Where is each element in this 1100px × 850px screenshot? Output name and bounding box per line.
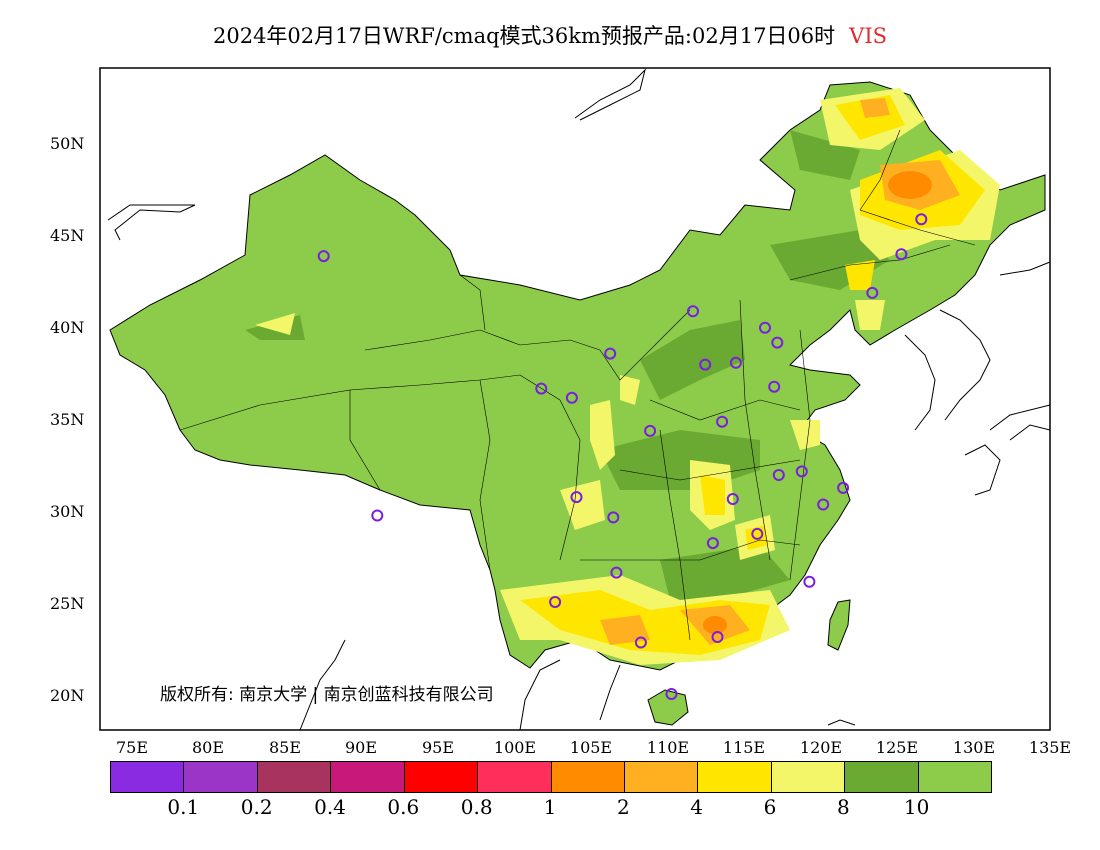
station-marker — [837, 481, 850, 494]
station-marker — [768, 380, 781, 393]
lon-label: 90E — [344, 738, 378, 757]
province-borders — [179, 129, 976, 641]
station-marker — [751, 527, 764, 540]
lon-label: 85E — [268, 738, 302, 757]
lat-label: 20N — [50, 686, 85, 705]
legend-swatch — [845, 762, 919, 792]
legend-swatch — [184, 762, 258, 792]
station-marker — [610, 566, 623, 579]
china-visibility-field — [109, 81, 1046, 726]
station-marker — [706, 537, 719, 550]
color-legend — [110, 761, 992, 793]
lon-label: 100E — [493, 738, 537, 757]
legend-label: 1 — [543, 795, 557, 819]
station-marker — [607, 511, 620, 524]
station-marker — [817, 498, 830, 511]
station-marker — [729, 356, 742, 369]
legend-label: 4 — [690, 795, 704, 819]
lon-label: 95E — [421, 738, 455, 757]
station-marker — [895, 248, 908, 261]
station-marker — [371, 509, 384, 522]
legend-label: 0.4 — [314, 795, 346, 819]
station-marker — [549, 596, 562, 608]
station-marker — [772, 469, 785, 481]
station-marker — [665, 688, 678, 700]
lon-label: 105E — [569, 738, 613, 757]
station-marker — [687, 305, 699, 318]
station-marker — [604, 347, 617, 360]
variable-name: VIS — [849, 24, 888, 48]
station-marker — [795, 465, 808, 478]
legend-label: 0.8 — [460, 795, 493, 819]
lat-label: 40N — [50, 318, 85, 337]
station-marker — [535, 382, 548, 395]
lon-label: 130E — [952, 738, 996, 757]
legend-swatch — [551, 762, 625, 792]
lat-label: 50N — [50, 134, 85, 153]
station-marker — [803, 575, 816, 588]
station-marker — [726, 493, 739, 505]
lon-label: 110E — [646, 738, 690, 757]
legend-swatch — [257, 762, 332, 792]
legend-label: 10 — [903, 795, 930, 819]
legend-label: 0.1 — [167, 795, 200, 819]
station-markers — [317, 213, 928, 700]
legend-label: 0.2 — [240, 795, 273, 819]
legend-swatch — [331, 762, 405, 792]
legend-swatch — [698, 762, 772, 792]
lon-label: 120E — [799, 738, 843, 757]
band-1-2km — [703, 171, 932, 634]
lon-label: 125E — [875, 738, 919, 757]
station-marker — [634, 636, 647, 649]
lon-label: 75E — [115, 738, 149, 757]
legend-swatch — [771, 762, 846, 792]
legend-label: 6 — [763, 795, 777, 819]
station-marker — [565, 391, 578, 404]
legend-swatch — [918, 762, 992, 792]
station-marker — [570, 491, 583, 504]
station-marker — [716, 415, 729, 428]
station-marker — [317, 250, 330, 263]
station-marker — [915, 213, 928, 226]
station-marker — [699, 358, 712, 371]
lat-label: 45N — [50, 226, 85, 245]
neighbor-coastlines — [107, 68, 1051, 731]
taiwan-island — [827, 599, 851, 651]
legend-swatch — [404, 762, 479, 792]
legend-swatch — [624, 762, 699, 792]
station-marker — [759, 321, 771, 334]
lon-label: 80E — [191, 738, 225, 757]
legend-swatch — [111, 762, 185, 792]
hainan-island — [647, 689, 689, 726]
lat-label: 35N — [50, 410, 85, 429]
title-text: 2024年02月17日WRF/cmaq模式36km预报产品:02月17日06时 — [212, 24, 836, 48]
legend-label: 0.6 — [387, 795, 420, 819]
lon-label: 115E — [722, 738, 766, 757]
legend-label: 8 — [836, 795, 850, 819]
station-marker — [711, 631, 724, 643]
lat-label: 25N — [50, 594, 85, 613]
copyright-note: 版权所有: 南京大学 | 南京创蓝科技有限公司 — [160, 685, 494, 705]
legend-swatch — [478, 762, 552, 792]
station-marker — [644, 424, 657, 437]
station-marker — [771, 336, 784, 349]
lat-label: 30N — [50, 502, 85, 521]
station-marker — [866, 286, 879, 299]
legend-label: 2 — [616, 795, 630, 819]
map-title: 2024年02月17日WRF/cmaq模式36km预报产品:02月17日06时 V… — [0, 20, 1100, 50]
lon-label: 135E — [1028, 738, 1072, 757]
